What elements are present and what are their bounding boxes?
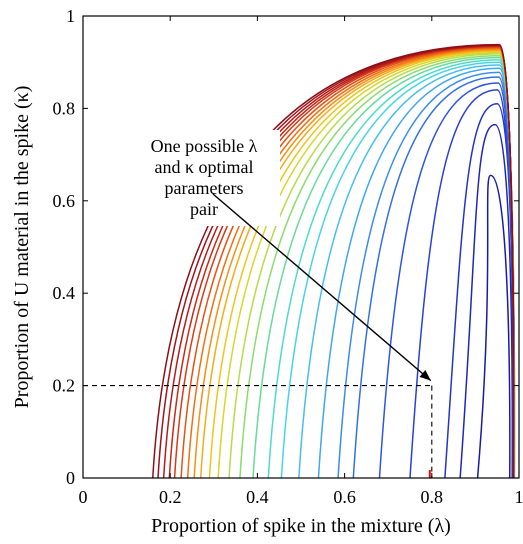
y-tick-label: 0.2 — [53, 376, 76, 396]
y-tick-label: 1 — [66, 6, 75, 26]
annotation-bg — [128, 130, 280, 226]
annotation-line: parameters — [165, 178, 244, 198]
x-tick-label: 0.2 — [159, 487, 182, 507]
y-tick-label: 0.4 — [53, 283, 76, 303]
plot-frame — [82, 15, 520, 479]
x-tick-label: 0.6 — [333, 487, 356, 507]
curve-2 — [459, 123, 514, 479]
annotation-line: pair — [190, 199, 218, 219]
annotation-line: One possible λ — [151, 136, 258, 156]
y-tick-label: 0 — [66, 468, 75, 488]
annotation-arrow-line — [212, 193, 432, 382]
y-tick-label: 0.6 — [53, 191, 76, 211]
tick-group: 0 0.2 0.4 0.6 0.8 1 0 0.2 0.4 0.6 0.8 1 — [53, 6, 523, 507]
annotation-arrow-head — [419, 370, 431, 381]
y-axis-title: Proportion of U material in the spike (κ… — [11, 86, 33, 409]
x-axis-title: Proportion of spike in the mixture (λ) — [151, 515, 451, 537]
curve-1 — [476, 174, 511, 479]
curves-group — [152, 43, 516, 479]
x-tick-label: 0.4 — [246, 487, 269, 507]
annotation-line: and κ optimal — [154, 157, 253, 177]
curve-25 — [152, 43, 515, 479]
x-tick-label: 0 — [79, 487, 88, 507]
y-tick-label: 0.8 — [53, 98, 76, 118]
x-tick-label: 0.8 — [421, 487, 444, 507]
x-tick-label: 1 — [515, 487, 523, 507]
guide-lines — [83, 385, 433, 478]
